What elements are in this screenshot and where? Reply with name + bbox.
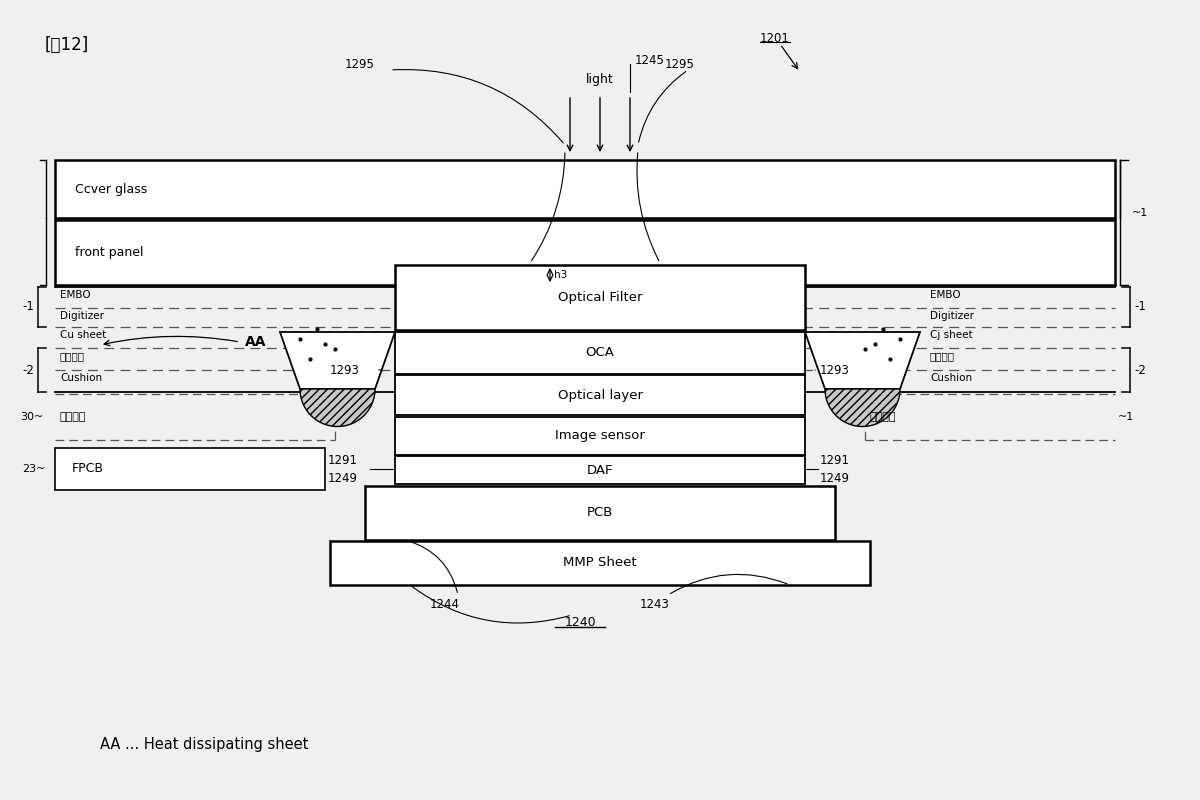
- Text: -2: -2: [22, 363, 34, 377]
- Bar: [395, 417, 805, 455]
- Bar: [395, 332, 805, 374]
- Bar: [55, 160, 1115, 218]
- Text: 1293: 1293: [820, 363, 850, 377]
- Bar: [55, 220, 1115, 285]
- Text: EMBO: EMBO: [930, 290, 961, 300]
- Text: DAF: DAF: [587, 463, 613, 477]
- Text: 방열시트: 방열시트: [60, 351, 85, 361]
- Text: 1295: 1295: [665, 58, 695, 71]
- Text: 1240: 1240: [564, 615, 596, 629]
- Polygon shape: [280, 332, 395, 389]
- Text: front panel: front panel: [74, 246, 144, 259]
- Text: AA: AA: [245, 335, 266, 349]
- Bar: [330, 541, 870, 585]
- Polygon shape: [826, 389, 900, 426]
- Text: -2: -2: [1134, 363, 1146, 377]
- Bar: [395, 265, 805, 330]
- Text: 방열시트: 방열시트: [930, 351, 955, 361]
- Text: light: light: [586, 74, 614, 86]
- Text: Ccver glass: Ccver glass: [74, 182, 148, 195]
- Text: FPCB: FPCB: [72, 462, 104, 475]
- Text: -1: -1: [22, 301, 34, 314]
- Text: 1243: 1243: [640, 598, 670, 611]
- Text: Cushion: Cushion: [930, 373, 972, 383]
- Bar: [395, 456, 805, 484]
- Text: OCA: OCA: [586, 346, 614, 359]
- Text: Cu sheet: Cu sheet: [60, 330, 107, 340]
- Text: Image sensor: Image sensor: [556, 430, 644, 442]
- Text: Optical Filter: Optical Filter: [558, 291, 642, 304]
- Text: 1245: 1245: [635, 54, 665, 66]
- Bar: [55, 448, 325, 490]
- Polygon shape: [300, 389, 374, 426]
- Text: 1295: 1295: [346, 58, 374, 71]
- Text: Digitizer: Digitizer: [930, 311, 974, 321]
- Text: Cj sheet: Cj sheet: [930, 330, 973, 340]
- Text: 입력센서: 입력센서: [60, 412, 86, 422]
- Bar: [365, 486, 835, 540]
- Polygon shape: [805, 332, 920, 389]
- Text: 1291: 1291: [820, 454, 850, 466]
- Text: 1201: 1201: [760, 31, 790, 45]
- Text: 1249: 1249: [820, 471, 850, 485]
- Text: AA ... Heat dissipating sheet: AA ... Heat dissipating sheet: [100, 738, 308, 753]
- Text: Cushion: Cushion: [60, 373, 102, 383]
- Text: ~1: ~1: [1118, 412, 1134, 422]
- Text: Optical layer: Optical layer: [558, 389, 642, 402]
- Text: 23~: 23~: [22, 464, 46, 474]
- Text: Digitizer: Digitizer: [60, 311, 104, 321]
- Text: MMP Sheet: MMP Sheet: [563, 557, 637, 570]
- Text: -1: -1: [1134, 301, 1146, 314]
- Text: 1293: 1293: [330, 363, 360, 377]
- Text: h3: h3: [554, 270, 568, 280]
- Text: 1291: 1291: [328, 454, 358, 466]
- Text: EMBO: EMBO: [60, 290, 91, 300]
- Text: [도12]: [도12]: [46, 36, 89, 54]
- Text: ~1: ~1: [1132, 207, 1148, 218]
- Text: 1244: 1244: [430, 598, 460, 611]
- Text: PCB: PCB: [587, 506, 613, 519]
- Text: 1249: 1249: [328, 471, 358, 485]
- Text: 입력센서: 입력센서: [870, 412, 896, 422]
- Text: 30~: 30~: [20, 412, 43, 422]
- Bar: [395, 375, 805, 415]
